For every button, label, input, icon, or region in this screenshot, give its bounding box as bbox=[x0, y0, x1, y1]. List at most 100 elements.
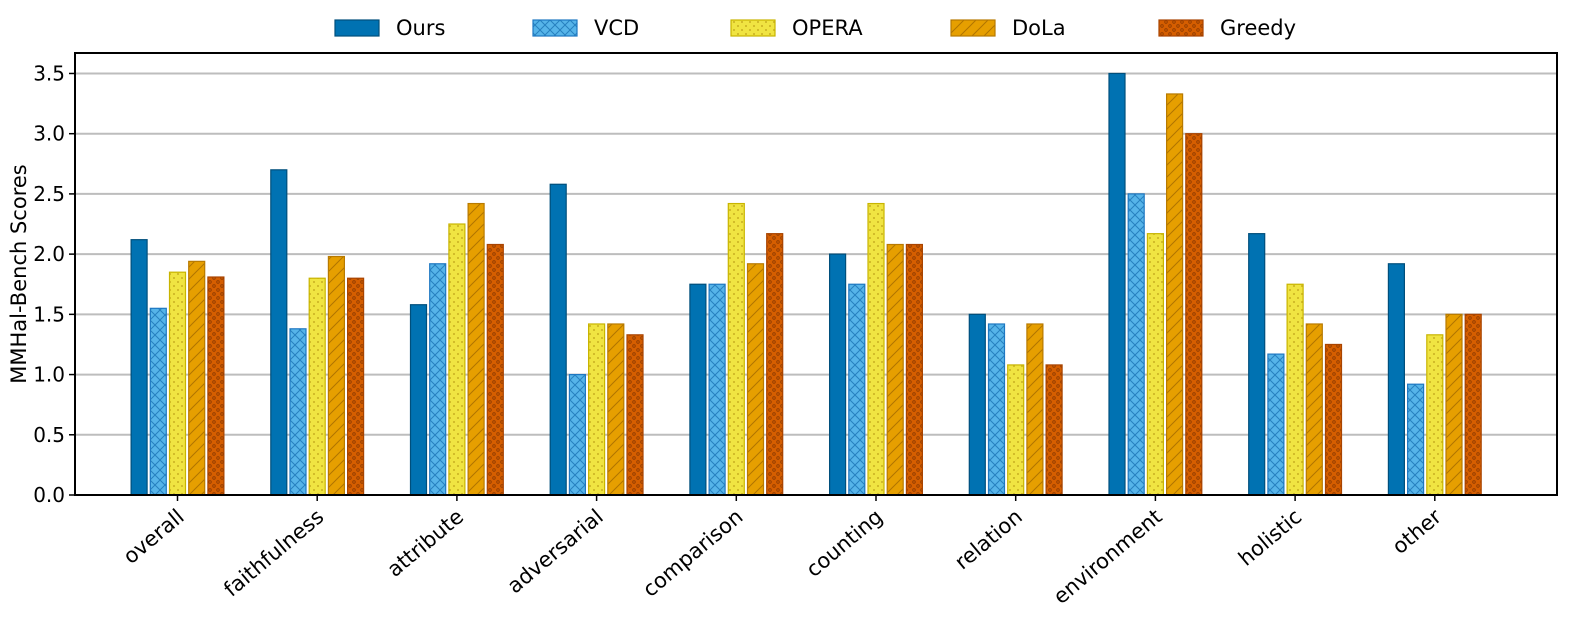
bar-greedy-other[interactable] bbox=[1464, 313, 1482, 496]
bar-vcd-holistic[interactable] bbox=[1267, 353, 1285, 496]
bar-greedy-relation[interactable] bbox=[1045, 364, 1063, 496]
bar-ours-counting[interactable] bbox=[828, 253, 847, 496]
x-tick-label-comparison: comparison bbox=[638, 504, 747, 601]
bar-greedy-counting[interactable] bbox=[905, 243, 924, 496]
bar-dola-relation[interactable] bbox=[1026, 323, 1044, 496]
bar-greedy-faithfulness[interactable] bbox=[347, 277, 365, 496]
bar-greedy-environment[interactable] bbox=[1185, 133, 1203, 496]
bar-greedy-holistic[interactable] bbox=[1324, 343, 1343, 496]
bar-opera-holistic[interactable] bbox=[1286, 283, 1304, 496]
bar-ours-overall[interactable] bbox=[130, 239, 148, 496]
legend-swatch-ours bbox=[334, 19, 380, 37]
bar-opera-adversarial[interactable] bbox=[587, 323, 606, 496]
legend-item-vcd[interactable]: VCD bbox=[532, 16, 639, 40]
y-tick-label: 0.5 bbox=[33, 423, 65, 447]
category-group-adversarial bbox=[549, 183, 644, 496]
y-tick-label: 0.0 bbox=[33, 483, 65, 507]
x-tick-label-attribute: attribute bbox=[383, 504, 469, 581]
bar-opera-overall[interactable] bbox=[168, 271, 187, 496]
y-tick-label: 1.5 bbox=[33, 302, 65, 326]
bar-dola-adversarial[interactable] bbox=[607, 323, 625, 496]
x-axis: overall faithfulness attribute adversarial c… bbox=[119, 495, 1447, 609]
bar-ours-comparison[interactable] bbox=[689, 283, 707, 496]
category-group-attribute bbox=[409, 202, 504, 496]
bar-opera-attribute[interactable] bbox=[448, 223, 466, 496]
bar-vcd-faithfulness[interactable] bbox=[289, 328, 307, 496]
category-group-counting bbox=[828, 202, 924, 496]
legend-label-greedy: Greedy bbox=[1220, 16, 1296, 40]
legend-swatch-vcd bbox=[532, 19, 578, 37]
legend-item-greedy[interactable]: Greedy bbox=[1158, 16, 1296, 40]
y-axis: 0.0 0.5 1.0 1.5 2.0 2.5 3.0 3.5 bbox=[33, 61, 75, 507]
bar-ours-other[interactable] bbox=[1387, 263, 1406, 496]
y-tick-label: 3.5 bbox=[33, 61, 65, 85]
bar-vcd-relation[interactable] bbox=[987, 323, 1006, 496]
x-tick-label-faithfulness: faithfulness bbox=[219, 504, 328, 601]
bar-dola-faithfulness[interactable] bbox=[327, 255, 345, 496]
bar-opera-comparison[interactable] bbox=[727, 202, 745, 496]
bar-vcd-comparison[interactable] bbox=[708, 283, 726, 496]
legend-label-vcd: VCD bbox=[594, 16, 639, 40]
y-tick-label: 3.0 bbox=[33, 122, 65, 146]
y-tick-label: 2.0 bbox=[33, 242, 65, 266]
bar-opera-counting[interactable] bbox=[867, 202, 885, 496]
legend-item-ours[interactable]: Ours bbox=[334, 16, 445, 40]
legend-swatch-dola bbox=[950, 19, 996, 37]
bar-vcd-environment[interactable] bbox=[1127, 193, 1145, 496]
bar-greedy-adversarial[interactable] bbox=[626, 334, 644, 496]
legend-swatch-opera bbox=[730, 19, 776, 37]
legend-swatch-greedy bbox=[1158, 19, 1204, 37]
x-tick-label-overall: overall bbox=[119, 504, 189, 568]
bar-dola-comparison[interactable] bbox=[746, 263, 765, 496]
bars bbox=[130, 72, 1482, 496]
category-group-faithfulness bbox=[270, 169, 365, 496]
x-tick-label-other: other bbox=[1388, 504, 1447, 559]
x-tick-label-relation: relation bbox=[950, 504, 1027, 574]
bar-ours-holistic[interactable] bbox=[1248, 233, 1266, 496]
bar-vcd-overall[interactable] bbox=[149, 307, 167, 496]
bar-greedy-overall[interactable] bbox=[207, 276, 225, 496]
bar-greedy-comparison[interactable] bbox=[766, 233, 784, 496]
bar-opera-faithfulness[interactable] bbox=[308, 277, 326, 496]
category-group-environment bbox=[1108, 72, 1203, 496]
bar-opera-other[interactable] bbox=[1426, 334, 1444, 496]
legend-item-opera[interactable]: OPERA bbox=[730, 16, 863, 40]
bar-dola-attribute[interactable] bbox=[467, 202, 485, 496]
plot-frame bbox=[74, 52, 1558, 496]
category-group-overall bbox=[130, 239, 225, 496]
bar-greedy-attribute[interactable] bbox=[486, 243, 504, 496]
bar-ours-faithfulness[interactable] bbox=[270, 169, 288, 496]
category-group-comparison bbox=[689, 202, 784, 496]
x-tick-label-environment: environment bbox=[1049, 504, 1167, 608]
legend[interactable]: Ours VCD OPERA DoLa Greedy bbox=[334, 16, 1296, 40]
bar-ours-adversarial[interactable] bbox=[549, 183, 567, 496]
legend-label-opera: OPERA bbox=[792, 16, 863, 40]
category-group-other bbox=[1387, 263, 1482, 496]
bar-ours-environment[interactable] bbox=[1108, 72, 1126, 496]
y-tick-label: 1.0 bbox=[33, 363, 65, 387]
bar-dola-counting[interactable] bbox=[886, 243, 904, 496]
bar-opera-environment[interactable] bbox=[1146, 233, 1165, 496]
bar-vcd-adversarial[interactable] bbox=[568, 373, 587, 496]
legend-item-dola[interactable]: DoLa bbox=[950, 16, 1066, 40]
bar-ours-relation[interactable] bbox=[968, 313, 986, 496]
bar-ours-attribute[interactable] bbox=[409, 304, 428, 496]
bar-dola-other[interactable] bbox=[1445, 313, 1463, 496]
bar-vcd-attribute[interactable] bbox=[429, 263, 447, 496]
y-axis-title: MMHal-Bench Scores bbox=[7, 164, 31, 384]
bar-vcd-other[interactable] bbox=[1406, 383, 1425, 496]
category-group-holistic bbox=[1248, 233, 1343, 496]
bar-dola-overall[interactable] bbox=[188, 260, 206, 496]
legend-label-ours: Ours bbox=[396, 16, 445, 40]
x-tick-label-adversarial: adversarial bbox=[503, 504, 608, 598]
bar-dola-holistic[interactable] bbox=[1305, 323, 1323, 496]
y-tick-label: 2.5 bbox=[33, 182, 65, 206]
legend-label-dola: DoLa bbox=[1012, 16, 1066, 40]
category-group-relation bbox=[968, 313, 1063, 496]
bar-vcd-counting[interactable] bbox=[848, 283, 866, 496]
bar-dola-environment[interactable] bbox=[1165, 93, 1184, 496]
x-tick-label-holistic: holistic bbox=[1234, 504, 1306, 570]
bar-opera-relation[interactable] bbox=[1007, 364, 1025, 496]
